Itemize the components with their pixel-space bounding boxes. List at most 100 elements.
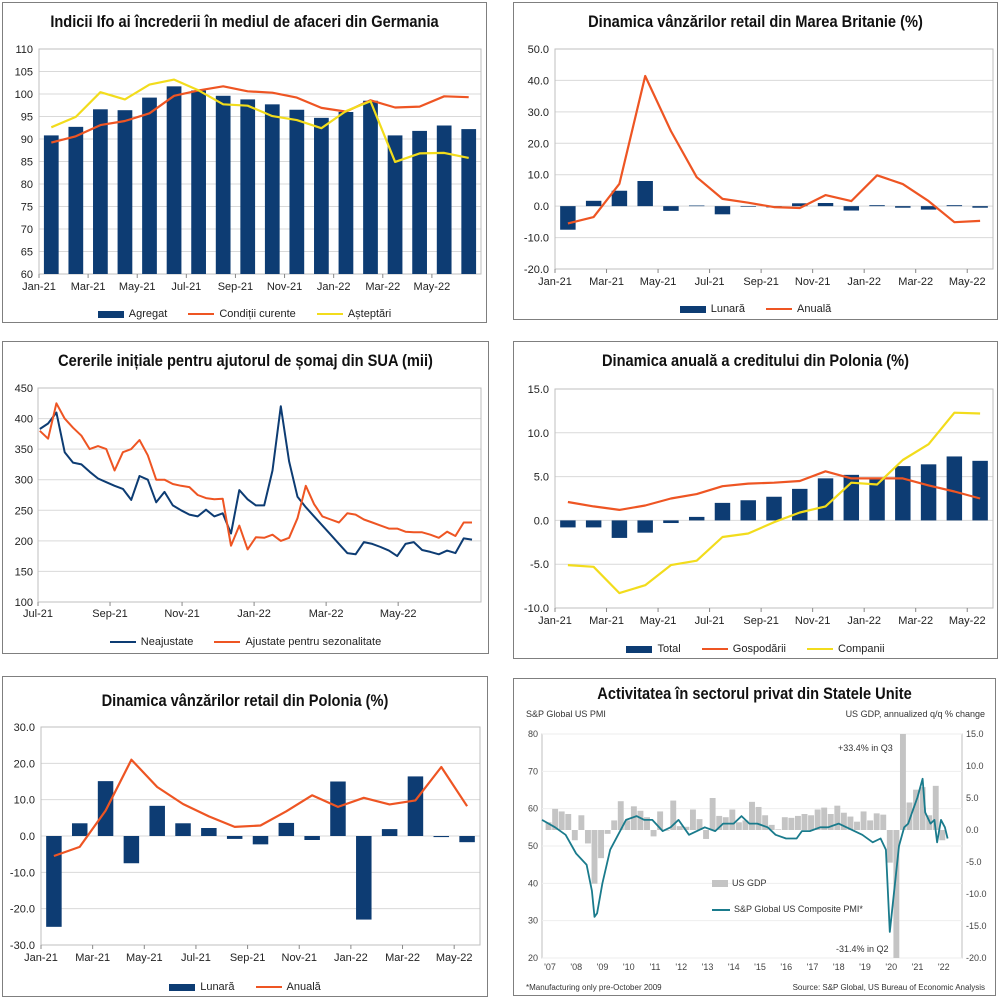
legend-claims: Neajustate Ajustate pentru sezonalitate — [3, 636, 488, 648]
bar-ifo — [191, 90, 206, 275]
gdp-bar — [873, 813, 880, 830]
y-tick-label: 75 — [21, 202, 33, 214]
gdp-bar — [650, 830, 657, 837]
footnote: *Manufacturing only pre-October 2009 — [526, 983, 662, 992]
bar-ifo — [338, 112, 354, 274]
x-tick-label: Jul-21 — [23, 608, 53, 620]
bar-uk — [740, 206, 756, 207]
bar-ifo — [142, 97, 157, 274]
series-line-ifo — [50, 78, 469, 163]
x-tick-label: Mar-22 — [898, 276, 933, 288]
y-tick-label: 200 — [15, 536, 33, 548]
x-tick-label: Sep-21 — [230, 952, 265, 964]
gdp-bar — [814, 809, 821, 830]
y-tick-label: 50.0 — [528, 44, 549, 56]
y-tick-label: 5.0 — [534, 472, 549, 484]
x-tick-label: Sep-21 — [218, 281, 253, 293]
bar-uk — [972, 206, 988, 208]
x-tick-label: Jan-21 — [22, 281, 56, 293]
x-tick-label: Mar-21 — [75, 952, 110, 964]
y-tick-label: 20.0 — [14, 758, 35, 770]
x-tick-label: Mar-22 — [309, 608, 344, 620]
y-tick-label: 10.0 — [528, 428, 549, 440]
gdp-bar — [755, 806, 762, 830]
x-tick-label: Jan-22 — [317, 281, 351, 293]
x-tick-label: May-22 — [436, 952, 473, 964]
bar-pl_retail — [381, 829, 398, 836]
gdp-bar — [689, 809, 696, 830]
bar-pl_retail — [46, 836, 62, 927]
gdp-bar — [840, 812, 847, 830]
gdp-bar — [735, 822, 742, 830]
chart-plot-pmi: 20 30 40 50 60 70 80 -20.0 -15.0 -10.0 -5.0 0.0 5.0 1… — [528, 729, 987, 972]
bar-ifo — [412, 130, 427, 274]
plot-frame — [554, 48, 994, 270]
y-tick-label: 10.0 — [14, 795, 35, 807]
y-tick-label: 15.0 — [528, 384, 549, 396]
bar-ifo — [461, 129, 477, 274]
y-tick-label: -5.0 — [530, 559, 549, 571]
plot-frame — [38, 48, 482, 275]
right-tick-label: 0.0 — [966, 825, 979, 835]
gdp-bar — [860, 811, 867, 830]
legend-item-asteptari: Așteptări — [316, 308, 391, 320]
bar-pl_retail — [407, 776, 424, 836]
gdp-bar — [913, 789, 920, 830]
plot-frame — [40, 726, 481, 946]
gdp-bar — [827, 814, 834, 830]
x-tick-label: Jan-21 — [24, 952, 58, 964]
bar-uk — [663, 206, 679, 211]
x-tick-label: '16 — [780, 962, 792, 972]
bar-pl_retail — [226, 836, 243, 839]
y-tick-label: 30.0 — [528, 107, 549, 119]
x-tick-label: '15 — [754, 962, 766, 972]
legend-item-lunara-pl: Lunară — [169, 981, 234, 993]
bar-ifo — [117, 110, 133, 274]
bar-pl_retail — [149, 805, 165, 836]
chart-title-credit: Dinamica anuală a creditului din Polonia… — [601, 351, 910, 370]
gdp-bar — [939, 830, 946, 841]
bar-pl_retail — [201, 828, 217, 836]
x-tick-label: '21 — [912, 962, 924, 972]
right-tick-label: 5.0 — [966, 793, 979, 803]
gdp-bar — [683, 826, 690, 830]
gdp-bar — [598, 830, 605, 859]
series-line-claims — [39, 402, 472, 551]
bar-ifo — [436, 125, 452, 274]
source-note: Source: S&P Global, US Bureau of Economi… — [792, 983, 985, 992]
gdp-bar — [781, 817, 788, 830]
gdp-bar — [788, 817, 795, 830]
bar-uk — [920, 206, 937, 210]
x-tick-label: '12 — [675, 962, 687, 972]
bar-pl_credit — [714, 502, 731, 521]
x-tick-label: May-22 — [949, 276, 986, 288]
series-line-pl_credit — [567, 411, 981, 595]
x-tick-label: May-22 — [380, 608, 417, 620]
x-tick-label: Jan-22 — [847, 615, 881, 627]
series-line-claims — [39, 405, 473, 558]
y-tick-label: 90 — [21, 134, 33, 146]
bar-pl_retail — [459, 836, 475, 843]
gdp-bar — [834, 805, 841, 830]
x-tick-label: '18 — [833, 962, 845, 972]
x-tick-label: Jan-21 — [538, 276, 572, 288]
gdp-bar — [932, 785, 939, 830]
x-tick-label: Mar-22 — [898, 615, 933, 627]
chart-title-uk: Dinamica vânzărilor retail din Marea Bri… — [588, 12, 923, 31]
y-tick-label: 150 — [15, 566, 33, 578]
legend-us-pmi: S&P Global US Composite PMI* — [712, 904, 863, 914]
gdp-bar — [624, 820, 631, 830]
legend-item-lunara: Lunară — [679, 303, 745, 315]
x-tick-label: Jul-21 — [695, 276, 725, 288]
left-tick-label: 60 — [528, 804, 538, 814]
chart-panel-plretail: Dinamica vânzărilor retail din Polonia (… — [2, 676, 488, 997]
bar-ifo — [264, 104, 280, 274]
y-tick-label: 30.0 — [14, 722, 35, 734]
gdp-bar — [768, 824, 775, 830]
gdp-bar — [880, 814, 887, 830]
legend-item-total: Total — [626, 643, 681, 655]
right-tick-label: 15.0 — [966, 729, 984, 739]
gdp-bar — [663, 830, 670, 831]
pmi-line — [541, 777, 949, 933]
bar-uk — [688, 205, 705, 207]
